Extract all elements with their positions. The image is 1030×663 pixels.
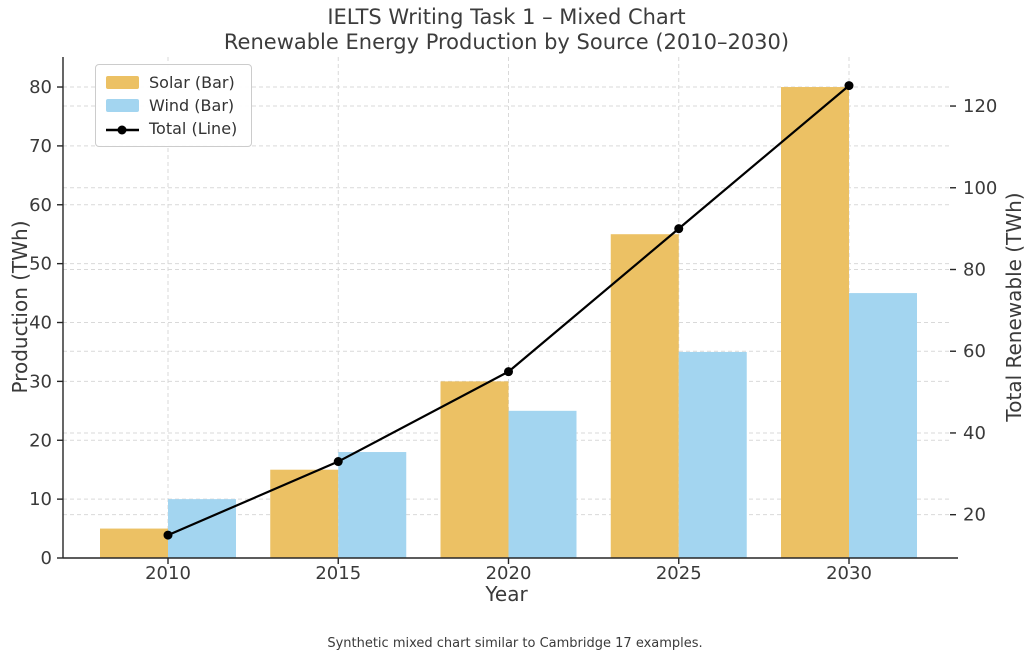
- right-axis-tick-label: 40: [963, 423, 986, 444]
- right-axis-tick-label: 80: [963, 259, 986, 280]
- total-line-sample: [106, 122, 139, 136]
- legend-item-solar: Solar (Bar): [106, 72, 237, 93]
- left-axis-tick-label: 10: [29, 489, 52, 510]
- x-axis-tick-label: 2030: [826, 563, 872, 584]
- total-line-marker: [333, 457, 343, 467]
- legend-label-total: Total (Line): [149, 119, 238, 138]
- left-axis-tick-label: 20: [29, 430, 52, 451]
- left-y-axis-label: Production (TWh): [8, 220, 32, 394]
- x-axis-label: Year: [485, 582, 528, 606]
- total-line-marker: [163, 530, 173, 540]
- solar-bar: [270, 469, 339, 558]
- solar-bar: [781, 87, 849, 559]
- legend: Solar (Bar) Wind (Bar) Total (Line): [95, 64, 253, 147]
- legend-item-total: Total (Line): [106, 118, 237, 139]
- left-axis-tick-label: 40: [29, 313, 52, 334]
- right-y-axis-label: Total Renewable (TWh): [1002, 192, 1026, 422]
- left-axis-tick-label: 50: [29, 254, 52, 275]
- total-line-marker: [844, 81, 854, 91]
- chart-title: IELTS Writing Task 1 – Mixed Chart Renew…: [63, 5, 950, 55]
- total-line-marker: [674, 224, 684, 234]
- left-axis-tick-label: 80: [29, 77, 52, 98]
- legend-label-wind: Wind (Bar): [149, 96, 235, 115]
- wind-bar: [338, 452, 407, 558]
- legend-label-solar: Solar (Bar): [149, 73, 235, 92]
- left-axis-tick-label: 0: [41, 548, 52, 569]
- solar-bar: [100, 528, 168, 558]
- right-axis-tick-label: 60: [963, 341, 986, 362]
- chart-title-line2: Renewable Energy Production by Source (2…: [223, 30, 790, 54]
- right-axis-tick-label: 20: [963, 505, 986, 526]
- solar-bar: [440, 381, 509, 558]
- x-axis-tick-label: 2020: [486, 563, 532, 584]
- x-axis-tick-label: 2015: [315, 563, 361, 584]
- wind-bar: [508, 410, 577, 558]
- solar-bar: [610, 234, 679, 558]
- wind-bar: [168, 499, 236, 558]
- wind-bar: [849, 293, 917, 558]
- left-axis-tick-label: 60: [29, 195, 52, 216]
- left-axis-tick-label: 30: [29, 371, 52, 392]
- right-axis-tick-label: 100: [963, 178, 997, 199]
- left-axis-tick-label: 70: [29, 136, 52, 157]
- wind-bar: [678, 351, 747, 558]
- x-axis-tick-label: 2010: [145, 563, 191, 584]
- total-line-marker: [504, 367, 513, 377]
- legend-item-wind: Wind (Bar): [106, 95, 237, 116]
- solar-swatch: [106, 76, 139, 89]
- chart-title-line1: IELTS Writing Task 1 – Mixed Chart: [327, 5, 686, 29]
- x-axis-tick-label: 2025: [656, 563, 702, 584]
- right-axis-tick-label: 120: [963, 96, 997, 117]
- figure-caption: Synthetic mixed chart similar to Cambrid…: [327, 636, 703, 651]
- wind-swatch: [106, 99, 139, 112]
